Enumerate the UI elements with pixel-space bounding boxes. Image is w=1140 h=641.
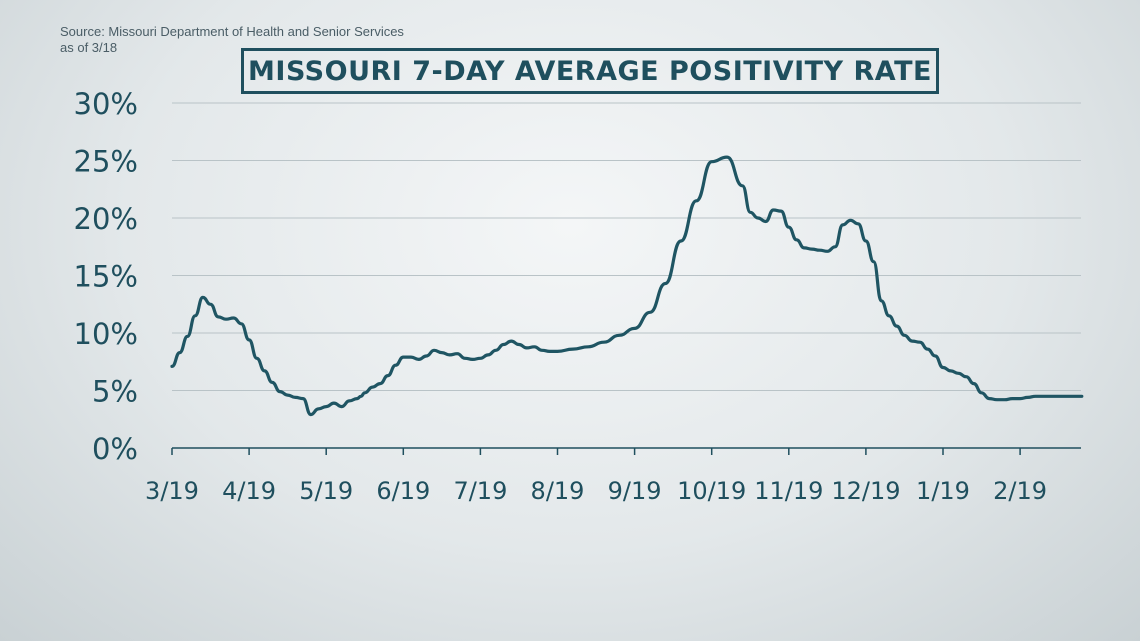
y-tick-label: 10%: [74, 317, 138, 351]
chart-title-box: MISSOURI 7-DAY AVERAGE POSITIVITY RATE: [241, 48, 939, 94]
as-of-line: as of 3/18: [60, 40, 118, 55]
y-tick-label: 5%: [92, 375, 138, 409]
x-tick-label: 11/19: [754, 477, 823, 505]
x-tick-label: 8/19: [531, 477, 585, 505]
y-tick-label: 25%: [74, 145, 138, 179]
source-note: Source: Missouri Department of Health an…: [60, 24, 404, 56]
grid-lines: [172, 102, 1081, 391]
x-axis-ticks: 3/19 4/19 5/19 6/19 7/19 8/19 9/19 10/19 11/19 12…: [145, 448, 1047, 505]
chart-title: MISSOURI 7-DAY AVERAGE POSITIVITY RATE: [248, 55, 932, 87]
x-tick-label: 12/19: [831, 477, 900, 505]
x-tick-label: 1/19: [916, 477, 970, 505]
y-tick-label: 15%: [74, 260, 138, 294]
source-line: Source: Missouri Department of Health an…: [60, 24, 404, 39]
y-tick-label: 30%: [74, 87, 138, 121]
x-tick-label: 7/19: [453, 477, 507, 505]
x-tick-label: 3/19: [145, 477, 199, 505]
x-tick-label: 5/19: [299, 477, 353, 505]
x-tick-label: 6/19: [376, 477, 430, 505]
x-tick-label: 2/19: [993, 477, 1047, 505]
y-tick-label: 0%: [92, 432, 138, 466]
y-tick-label: 20%: [74, 202, 138, 236]
x-tick-label: 9/19: [608, 477, 662, 505]
y-axis-ticks: 0% 5% 10% 15% 20% 25% 30%: [74, 87, 138, 466]
x-tick-label: 10/19: [677, 477, 746, 505]
x-tick-label: 4/19: [222, 477, 276, 505]
series-line-positivity-rate: [170, 155, 1084, 417]
series-group: [170, 155, 1084, 417]
